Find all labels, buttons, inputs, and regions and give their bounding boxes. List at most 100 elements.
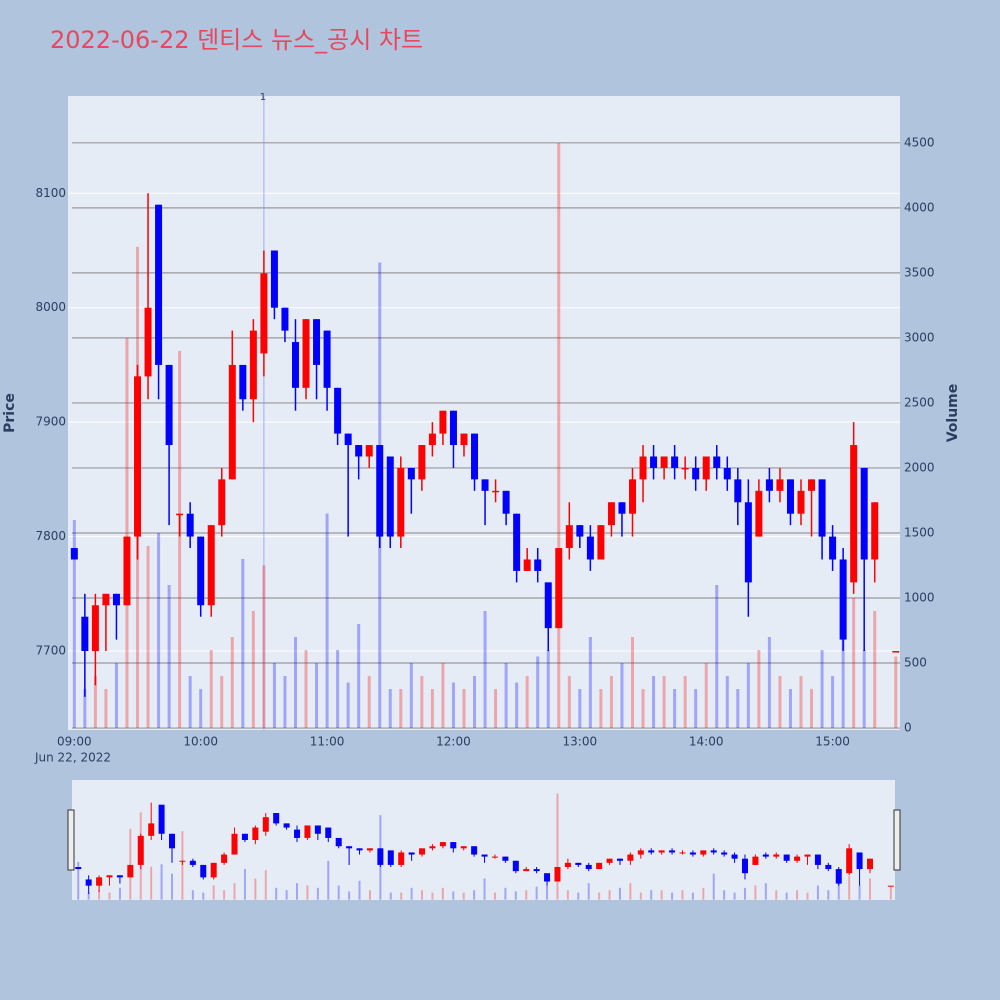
x-tick-label: 13:00 — [563, 735, 598, 749]
mini-volume-bar — [327, 860, 330, 900]
candle-body — [386, 456, 394, 537]
mini-candle-body — [741, 858, 748, 874]
candle-body — [650, 456, 658, 468]
mini-volume-bar — [254, 878, 257, 900]
candle-body — [81, 616, 89, 652]
mini-candle-body — [179, 860, 186, 862]
mini-volume-bar — [556, 793, 559, 900]
candle-body — [481, 479, 489, 491]
candle-body — [544, 582, 552, 629]
volume-bar — [715, 584, 719, 729]
mini-candle-body — [689, 852, 696, 855]
mini-candle-body — [835, 869, 842, 884]
mini-volume-bar — [775, 890, 778, 900]
mini-volume-bar — [806, 892, 809, 900]
candle-body — [155, 204, 163, 365]
mini-candle-body — [825, 864, 832, 870]
mini-candle-body — [554, 866, 561, 882]
candle-body — [186, 513, 194, 537]
volume-bar — [315, 663, 319, 729]
volume-bar — [367, 676, 371, 729]
mini-volume-bar — [816, 885, 819, 900]
mini-volume-bar — [358, 880, 361, 900]
volume-bar — [272, 663, 276, 729]
volume-bar — [494, 689, 498, 729]
mini-volume-bar — [702, 887, 705, 900]
candle-body — [471, 433, 479, 480]
volume-bar — [125, 337, 129, 729]
mini-candle-body — [335, 837, 342, 847]
candle-body — [534, 559, 542, 571]
range-handle[interactable] — [893, 809, 901, 871]
candle-body — [365, 445, 373, 457]
mini-volume-bar — [129, 828, 132, 900]
volume-bar — [114, 663, 118, 729]
candle-body — [607, 502, 615, 526]
candle-body — [892, 651, 900, 653]
candle-body — [176, 513, 184, 516]
mini-candle-body — [304, 825, 311, 838]
volume-bar — [788, 689, 792, 729]
candle-body — [376, 445, 384, 537]
candle-body — [734, 479, 742, 503]
mini-volume-bar — [296, 883, 299, 900]
candle-body — [702, 456, 710, 480]
x-tick-label: 09:00 — [57, 735, 92, 749]
mini-candle-body — [96, 877, 103, 886]
mini-candle-body — [564, 862, 571, 867]
volume-bar — [462, 689, 466, 729]
x-tick-label: 12:00 — [436, 735, 471, 749]
volume-bar — [167, 584, 171, 729]
mini-volume-bar — [691, 892, 694, 900]
candle-body — [70, 548, 78, 560]
mini-candle-body — [481, 854, 488, 857]
mini-candle-body — [325, 827, 332, 838]
mini-candle-body — [262, 817, 269, 832]
y2-tick-label: 500 — [904, 656, 927, 670]
mini-volume-bar — [535, 886, 538, 900]
candle-body — [765, 479, 773, 491]
y2-tick-label: 0 — [904, 721, 912, 735]
mini-candle-body — [700, 850, 707, 855]
mini-volume-bar — [671, 892, 674, 900]
volume-bar — [336, 650, 340, 729]
candle-body — [860, 467, 868, 560]
volume-bar — [810, 689, 814, 729]
volume-bar — [83, 689, 87, 729]
mini-candle-body — [273, 813, 280, 824]
candle-body — [112, 593, 120, 606]
candle-body — [355, 445, 363, 457]
annotation-text: 1 — [260, 92, 266, 103]
volume-bar — [757, 650, 761, 729]
candle-body — [197, 536, 205, 606]
range-slider[interactable] — [72, 780, 895, 900]
mini-volume-bar — [504, 887, 507, 900]
mini-candle-body — [398, 852, 405, 865]
mini-candle-body — [169, 833, 176, 849]
mini-volume-bar — [181, 831, 184, 900]
candle-body — [449, 410, 457, 446]
mini-volume-bar — [108, 892, 111, 900]
x-tick-label: 15:00 — [815, 735, 850, 749]
candle-body — [513, 513, 521, 571]
volume-bar — [146, 545, 150, 729]
range-handle[interactable] — [67, 809, 75, 871]
candle-body — [523, 559, 531, 571]
volume-bar — [283, 676, 287, 729]
mini-volume-bar — [441, 887, 444, 900]
mini-candle-body — [200, 864, 207, 878]
mini-candle-body — [533, 869, 540, 872]
volume-bar — [620, 663, 624, 729]
candle-body — [102, 593, 110, 606]
candle-body — [713, 456, 721, 468]
candle-body — [723, 467, 731, 480]
volume-bar — [178, 350, 182, 729]
mini-volume-bar — [348, 891, 351, 900]
mini-candle-body — [189, 860, 196, 865]
mini-volume-bar — [660, 890, 663, 900]
mini-volume-bar — [639, 892, 642, 900]
mini-volume-bar — [212, 885, 215, 900]
candle-body — [565, 525, 573, 549]
mini-candle-body — [669, 850, 676, 853]
